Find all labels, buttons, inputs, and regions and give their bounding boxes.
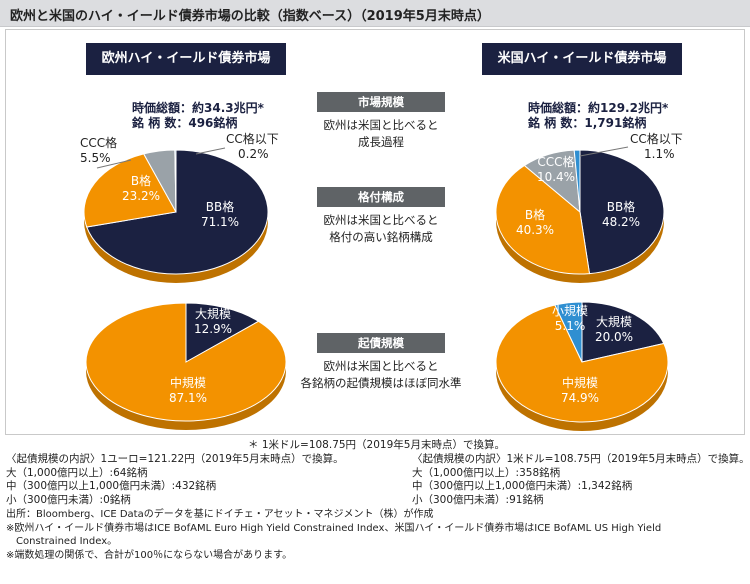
- europe-breakdown-title: 〈起債規模の内訳〉1ユーロ=121.22円（2019年5月末時点）で換算。: [6, 453, 344, 465]
- page-title: 欧州と米国のハイ・イールド債券市場の比較（指数ベース）（2019年5月末時点）: [10, 9, 490, 24]
- europe-b-name: B格: [131, 173, 151, 188]
- europe-ccc-value: 5.5%: [80, 151, 111, 165]
- europe-cc-value: 0.2%: [238, 147, 269, 161]
- europe-breakdown-small: 小（300億円未満）:0銘柄: [6, 493, 131, 506]
- pie-slice-medium: [495, 304, 669, 423]
- issue-size-label: 起債規模: [317, 333, 445, 353]
- europe-ccc-leader: [96, 159, 132, 169]
- us-market-value: 時価総額：約129.2兆円*: [528, 101, 669, 115]
- rating-composition-line2: 格付の高い銘柄構成: [329, 230, 433, 244]
- pie-slice-bb: [579, 149, 665, 275]
- fx-note: ＊ 1米ドル=108.75円（2019年5月末時点）で換算。: [248, 439, 505, 451]
- us-large-name: 大規模: [596, 314, 632, 329]
- footnotes: 出所：Bloomberg、ICE Dataのデータを基にドイチェ・アセット・マネ…: [6, 508, 661, 562]
- europe-large-value: 12.9%: [194, 322, 232, 336]
- us-ccc-name: CCC格: [537, 154, 574, 169]
- us-small-name: 小規模: [552, 303, 588, 318]
- europe-market-header: 欧州ハイ・イールド債券市場: [86, 43, 286, 75]
- europe-large-name: 大規模: [195, 306, 231, 321]
- issue-size-line1: 欧州は米国と比べると: [323, 359, 439, 373]
- us-cc-leader: [579, 146, 629, 157]
- us-stats: 時価総額：約129.2兆円* 銘 柄 数：1,791銘柄: [528, 101, 668, 131]
- issue-size-text: 欧州は米国と比べると 各銘柄の起債規模はほぼ同水準: [300, 358, 462, 392]
- us-market-header: 米国ハイ・イールド債券市場: [482, 43, 682, 75]
- pie-slice-small: [554, 301, 583, 363]
- europe-bb-value: 71.1%: [201, 215, 239, 229]
- pie-slice-cc: [573, 149, 581, 213]
- europe-breakdown: 〈起債規模の内訳〉1ユーロ=121.22円（2019年5月末時点）で換算。 大（…: [6, 453, 344, 507]
- us-breakdown: 〈起債規模の内訳〉1米ドル=108.75円（2019年5月末時点）で換算。 大（…: [412, 453, 750, 507]
- us-medium-name: 中規模: [562, 375, 598, 390]
- europe-breakdown-medium: 中（300億円以上1,000億円未満）:432銘柄: [6, 480, 217, 492]
- pie-slice-large: [581, 301, 665, 363]
- europe-medium-value: 87.1%: [169, 391, 207, 405]
- us-medium-value: 74.9%: [561, 391, 599, 405]
- europe-breakdown-large: 大（1,000億円以上）:64銘柄: [6, 466, 148, 479]
- europe-b-value: 23.2%: [122, 189, 160, 203]
- europe-issue-size-pie: [85, 302, 287, 430]
- market-size-line2: 成長過程: [358, 135, 404, 149]
- pie-charts: CCC格 5.5% CC格以下 0.2% CC格以下 1.1% BB格 71.1…: [80, 131, 683, 431]
- rounding-note: ※端数処理の関係で、合計が100％にならない場合があります。: [6, 549, 293, 561]
- us-issue-count: 銘 柄 数：1,791銘柄: [528, 116, 647, 130]
- us-bb-value: 48.2%: [602, 215, 640, 229]
- index-note-line1: ※欧州ハイ・イールド債券市場はICE BofAML Euro High Yiel…: [6, 522, 662, 534]
- us-ccc-value: 10.4%: [537, 170, 575, 184]
- index-note-line2: Constrained Index。: [16, 536, 118, 547]
- us-large-value: 20.0%: [595, 330, 633, 344]
- rating-composition-text: 欧州は米国と比べると 格付の高い銘柄構成: [300, 212, 462, 246]
- europe-issue-count: 銘 柄 数：496銘柄: [132, 116, 238, 130]
- us-cc-value: 1.1%: [644, 147, 675, 161]
- us-breakdown-large: 大（1,000億円以上）:358銘柄: [412, 466, 561, 479]
- pie-slice-b: [495, 164, 591, 275]
- market-size-line1: 欧州は米国と比べると: [323, 118, 439, 132]
- us-issue-size-pie: [495, 301, 669, 431]
- europe-rating-pie: [83, 149, 269, 283]
- pie-slice-large: [185, 302, 260, 363]
- us-small-value: 5.1%: [555, 319, 586, 333]
- title-bar: 欧州と米国のハイ・イールド債券市場の比較（指数ベース）（2019年5月末時点）: [0, 0, 750, 27]
- us-breakdown-title: 〈起債規模の内訳〉1米ドル=108.75円（2019年5月末時点）で換算。: [412, 453, 750, 465]
- europe-market-value: 時価総額：約34.3兆円*: [132, 101, 264, 115]
- europe-ccc-name: CCC格: [80, 135, 117, 150]
- rating-composition-line1: 欧州は米国と比べると: [323, 213, 439, 227]
- europe-cc-name: CC格以下: [226, 131, 279, 146]
- us-rating-pie: [495, 149, 665, 283]
- us-breakdown-small: 小（300億円未満）:91銘柄: [412, 493, 544, 506]
- us-b-value: 40.3%: [516, 223, 554, 237]
- pie-slice-cc: [174, 149, 177, 213]
- europe-cc-leader: [195, 147, 226, 155]
- us-bb-name: BB格: [607, 199, 635, 214]
- pie-slice-b: [83, 153, 177, 228]
- market-size-label: 市場規模: [317, 92, 445, 112]
- europe-bb-name: BB格: [206, 199, 234, 214]
- us-breakdown-medium: 中（300億円以上1,000億円未満）:1,342銘柄: [412, 480, 633, 492]
- pie-slice-bb: [86, 149, 269, 275]
- market-size-text: 欧州は米国と比べると 成長過程: [300, 117, 462, 151]
- europe-stats: 時価総額：約34.3兆円* 銘 柄 数：496銘柄: [132, 101, 264, 131]
- europe-medium-name: 中規模: [170, 375, 206, 390]
- source-note: 出所：Bloomberg、ICE Dataのデータを基にドイチェ・アセット・マネ…: [6, 509, 434, 520]
- issue-size-line2: 各銘柄の起債規模はほぼ同水準: [300, 376, 462, 390]
- us-b-name: B格: [525, 207, 545, 222]
- pie-slice-medium: [85, 302, 287, 422]
- us-cc-name: CC格以下: [630, 131, 683, 146]
- rating-composition-label: 格付構成: [317, 187, 445, 207]
